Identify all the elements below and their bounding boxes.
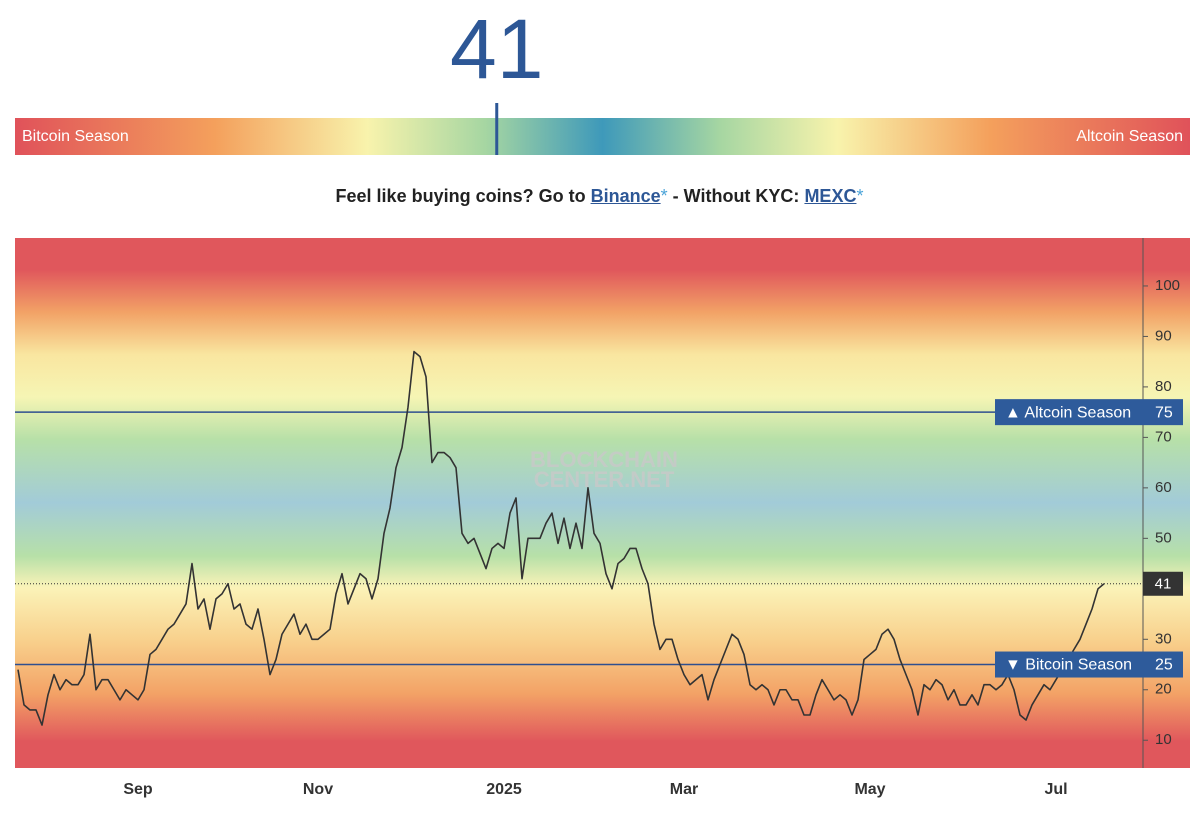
x-tick-label: Mar [670,781,698,798]
promo-line: Feel like buying coins? Go to Binance* -… [0,186,1199,207]
plot-background [15,238,1190,768]
promo-text: Feel like buying coins? Go to [335,186,591,206]
x-tick-label: Sep [123,781,153,798]
current-tag [1143,571,1183,596]
watermark: BLOCKCHAIN [530,447,678,472]
x-tick-label: Nov [303,781,333,798]
threshold-value: 75 [1155,404,1173,421]
threshold-label: ▲ Altcoin Season [1005,404,1131,421]
watermark: CENTER.NET [534,467,675,492]
mexc-link[interactable]: MEXC [804,186,857,206]
x-tick-label: 2025 [486,781,522,798]
y-tick-label: 10 [1155,731,1172,748]
y-tick-label: 60 [1155,479,1172,496]
gauge-left-label: Bitcoin Season [22,128,129,145]
current-tag-label: 41 [1155,576,1172,593]
current-value: 41 [450,2,543,96]
promo-text: - Without KYC: [667,186,805,206]
data-line [17,350,1105,726]
x-tick-label: Jul [1044,781,1067,798]
promo-star: * [856,186,864,206]
threshold-label: ▼ Bitcoin Season [1005,657,1132,674]
threshold-tag [995,399,1183,426]
y-tick-label: 30 [1155,630,1172,647]
y-tick-label: 100 [1155,277,1180,294]
binance-link[interactable]: Binance [590,186,661,206]
threshold-value: 25 [1155,657,1173,674]
threshold-tag [995,651,1183,678]
gauge-right-label: Altcoin Season [1076,128,1183,145]
gauge-bar [15,118,1190,155]
x-tick-label: May [854,781,885,798]
y-tick-label: 20 [1155,681,1172,698]
y-tick-label: 80 [1155,378,1172,395]
y-tick-label: 90 [1155,327,1172,344]
y-tick-label: 70 [1155,428,1172,445]
promo-star: * [660,186,668,206]
y-tick-label: 50 [1155,529,1172,546]
